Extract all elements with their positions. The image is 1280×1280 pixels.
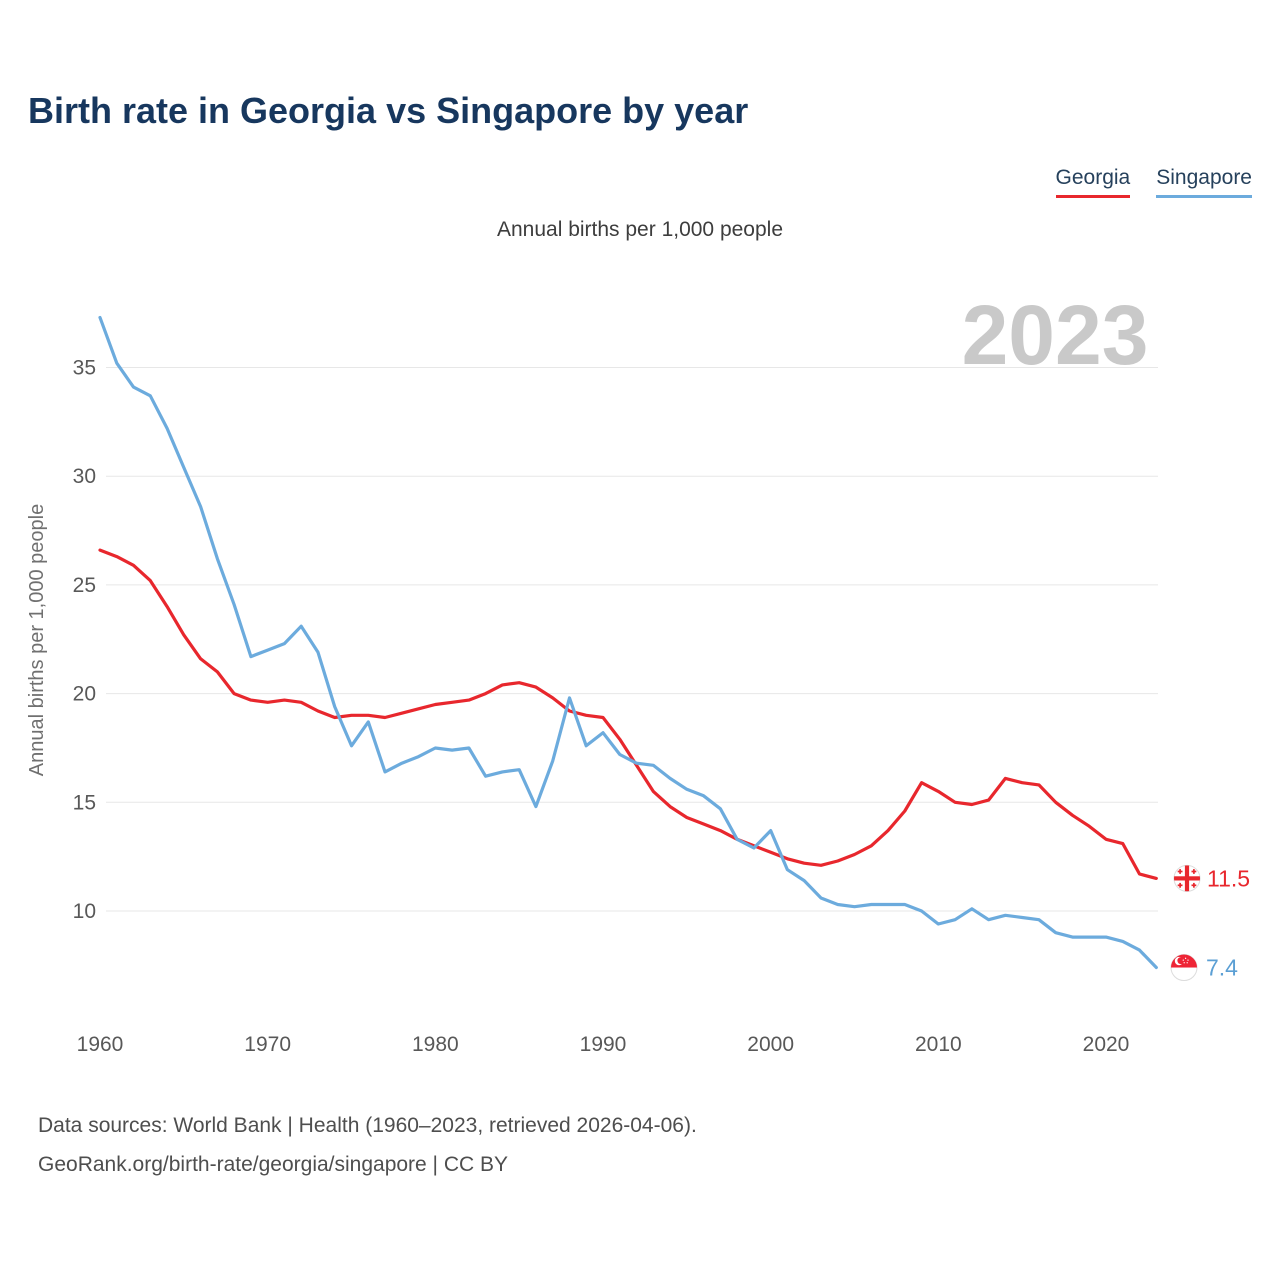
chart-title: Birth rate in Georgia vs Singapore by ye… [28,90,749,131]
y-tick-label: 15 [73,791,96,814]
singapore-flag-icon [1170,954,1198,982]
footer: Data sources: World Bank | Health (1960–… [38,1106,697,1184]
x-tick-label: 1960 [77,1033,124,1056]
footer-attribution: GeoRank.org/birth-rate/georgia/singapore… [38,1153,509,1176]
series-line-singapore [98,315,1158,970]
y-tick-label: 20 [73,683,96,706]
y-tick-label: 10 [73,900,96,923]
legend-item-georgia[interactable]: Georgia [1055,166,1131,198]
legend: Georgia Singapore [1055,166,1252,198]
watermark-year: 2023 [962,288,1149,382]
x-tick-label: 1990 [580,1033,627,1056]
line-chart: 2023 10 15 20 25 30 35 1960 1970 1980 1990 2000 2010… [26,288,1250,1056]
y-axis-label: Annual births per 1,000 people [26,504,48,776]
legend-item-singapore[interactable]: Singapore [1156,166,1252,198]
y-tick-label: 30 [73,465,96,488]
series-line-georgia [98,548,1158,881]
end-label-singapore: 7.4 [1206,955,1238,981]
end-label-georgia: 11.5 [1207,865,1250,891]
x-tick-label: 2010 [915,1033,962,1056]
y-tick-label: 25 [73,574,96,597]
chart-subtitle: Annual births per 1,000 people [496,218,784,241]
x-tick-label: 2020 [1083,1033,1130,1056]
y-tick-label: 35 [73,357,96,380]
x-tick-label: 1970 [244,1033,291,1056]
georgia-flag-icon [1173,864,1201,892]
x-tick-label: 1980 [412,1033,459,1056]
x-tick-label: 2000 [747,1033,794,1056]
footer-sources: Data sources: World Bank | Health (1960–… [38,1114,697,1137]
